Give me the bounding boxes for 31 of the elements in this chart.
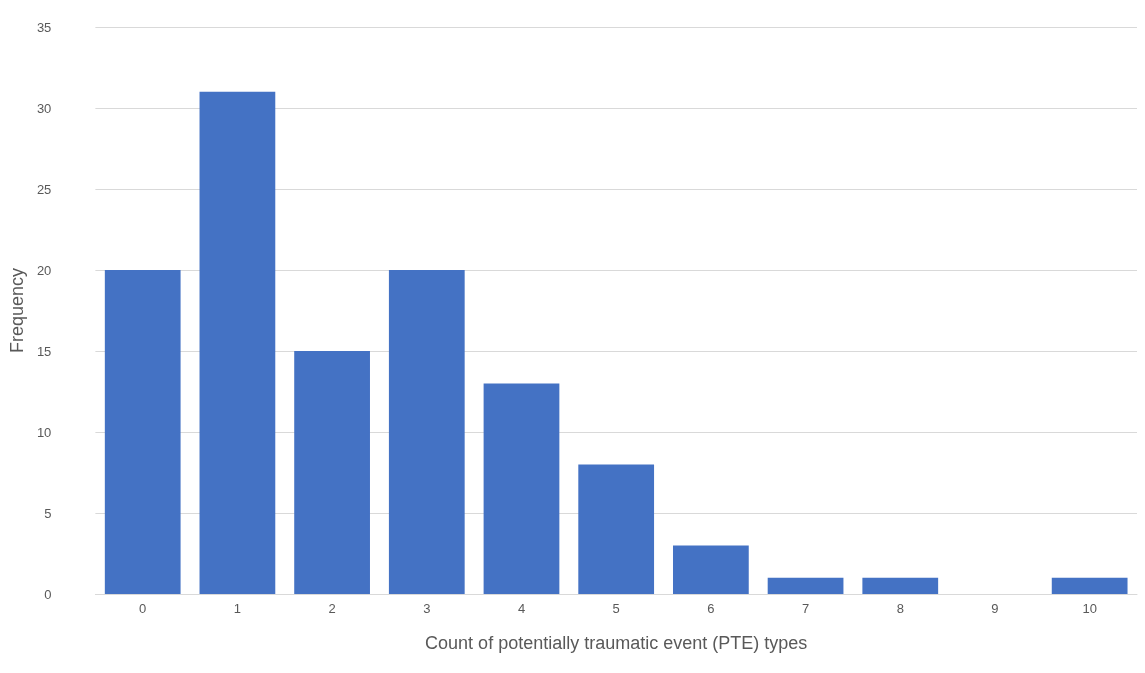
x-tick-label: 2 — [328, 601, 336, 616]
bar — [862, 577, 939, 594]
y-tick-label: 0 — [44, 586, 52, 602]
x-tick-label: 5 — [612, 601, 620, 616]
bar — [767, 577, 844, 594]
x-tick-label: 7 — [801, 601, 810, 616]
y-tick-label: 15 — [36, 343, 52, 359]
x-tick-label: 1 — [233, 601, 242, 616]
bar — [388, 270, 465, 594]
y-tick-label: 10 — [36, 424, 52, 440]
x-tick-label: 10 — [1082, 601, 1097, 616]
bar — [673, 545, 749, 594]
x-tick-label: 3 — [423, 601, 431, 616]
bar — [483, 383, 560, 594]
bar — [1051, 577, 1128, 594]
y-tick-label: 5 — [44, 505, 52, 521]
y-axis-title: Frequency — [7, 267, 27, 354]
y-tick-label: 25 — [36, 181, 52, 197]
bar — [294, 351, 370, 594]
y-tick-label: 30 — [36, 100, 52, 116]
bar — [578, 464, 655, 594]
x-tick-label: 8 — [896, 601, 904, 616]
x-tick-label: 0 — [139, 601, 147, 616]
x-tick-label: 4 — [517, 601, 526, 616]
x-axis-title: Count of potentially traumatic event (PTE) types — [425, 633, 808, 653]
bar — [199, 91, 276, 594]
x-tick-label: 6 — [707, 601, 715, 616]
bar — [104, 270, 181, 594]
y-tick-label: 20 — [36, 262, 52, 278]
y-tick-label: 35 — [36, 19, 52, 35]
x-tick-label: 9 — [991, 601, 999, 616]
